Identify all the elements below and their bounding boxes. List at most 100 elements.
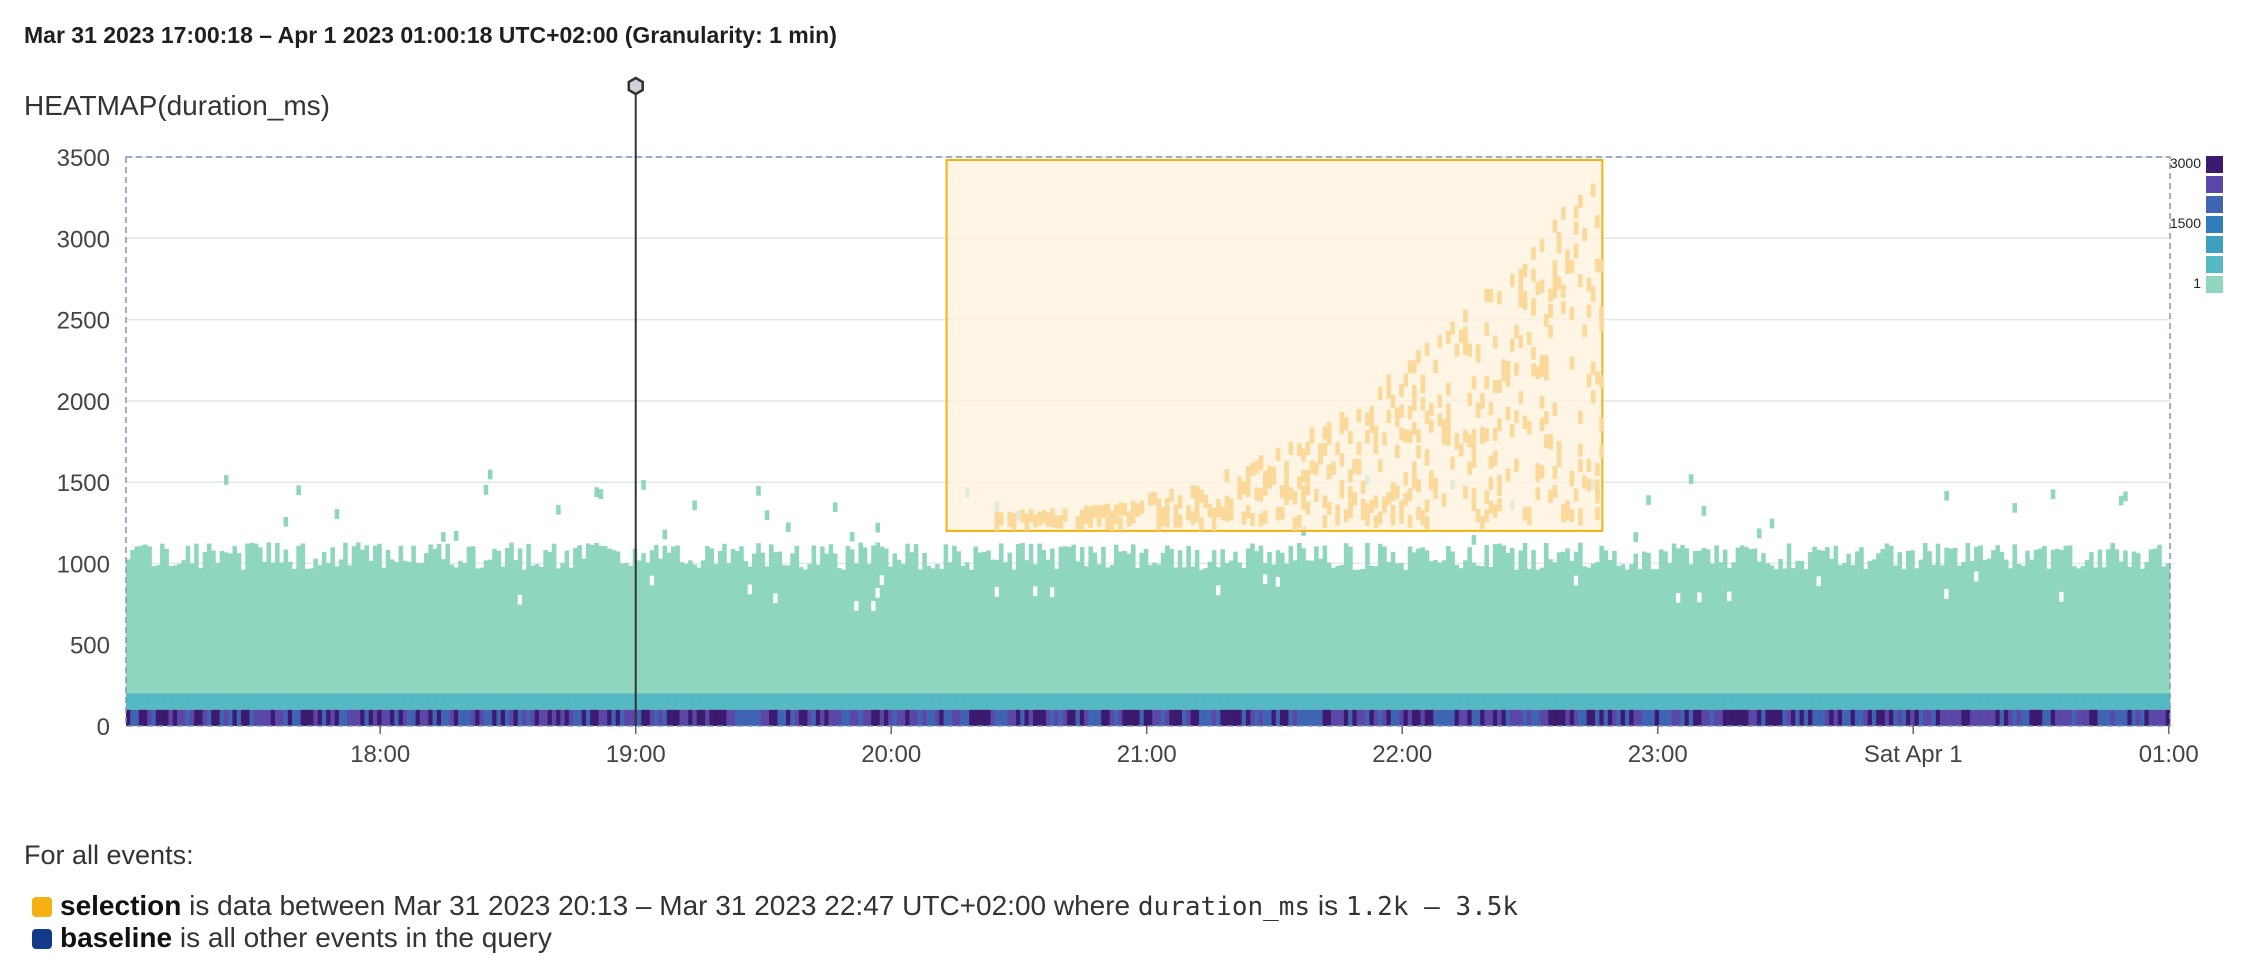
heatmap-cell (1280, 552, 1285, 694)
heatmap-cell (394, 709, 399, 726)
heatmap-cell (1050, 709, 1055, 726)
heatmap-cell (1710, 693, 1715, 710)
heatmap-cell (1318, 558, 1323, 694)
heatmap-cell (1224, 469, 1230, 483)
heatmap-cell (1867, 560, 1873, 694)
heatmap-cell (2050, 709, 2056, 726)
heatmap-cell (1237, 693, 1242, 710)
heatmap-cell (394, 562, 399, 694)
heatmap-cell (1556, 454, 1562, 468)
heatmap-cell (1573, 205, 1579, 219)
heatmap-cell (1011, 709, 1017, 726)
time-marker[interactable] (627, 76, 644, 726)
heatmap-cell (1837, 693, 1843, 710)
heatmap-cell (1271, 709, 1277, 726)
heatmap-cell (1561, 509, 1566, 523)
heatmap-cell (990, 709, 995, 726)
heatmap-cell (615, 709, 621, 726)
heatmap-cell (1595, 693, 1600, 710)
heatmap-cell (1991, 693, 1996, 710)
heatmap-cell (1561, 300, 1566, 314)
heatmap-cell (483, 709, 489, 726)
heatmap-cell (2050, 549, 2056, 694)
heatmap-cell (1565, 693, 1570, 710)
heatmap-cell (1667, 709, 1673, 726)
heatmap-cell (1697, 709, 1702, 726)
heatmap-cell (1241, 481, 1247, 495)
heatmap-cell (1071, 693, 1076, 710)
heatmap-cell (1314, 488, 1319, 502)
heatmap-cell (1003, 562, 1008, 694)
heatmap-cell (1522, 709, 1528, 726)
heatmap-cell (1842, 709, 1847, 726)
heatmap-cell (1173, 515, 1179, 529)
heatmap-cell (875, 542, 881, 694)
heatmap-cell (845, 709, 851, 726)
heatmap-cell (1416, 445, 1421, 459)
marker-handle-icon[interactable] (627, 76, 644, 96)
heatmap-cell (790, 553, 795, 694)
heatmap-cell (360, 549, 365, 694)
heatmap-cell (1399, 709, 1404, 726)
heatmap-cell (1731, 709, 1736, 726)
heatmap-cell (530, 709, 536, 726)
heatmap-cell (338, 559, 344, 694)
heatmap-cell (1399, 562, 1404, 694)
heatmap-cell (1616, 709, 1621, 726)
heatmap-cell (769, 693, 774, 710)
heatmap-cell (1820, 693, 1826, 710)
selection-layer[interactable] (945, 159, 1604, 532)
heatmap-cell (1326, 431, 1332, 445)
heatmap-cell (534, 709, 540, 726)
heatmap-cell (637, 693, 642, 710)
heatmap-cell (1437, 693, 1443, 710)
heatmap-cell (939, 693, 944, 710)
heatmap-cell (573, 693, 578, 710)
heatmap-cell (1467, 693, 1472, 710)
heatmap-cell (1450, 709, 1455, 726)
scale-swatch (2206, 176, 2223, 193)
heatmap-cell (1961, 693, 1966, 710)
heatmap-cell (883, 709, 889, 726)
heatmap-cell (1548, 303, 1553, 317)
heatmap-cell (1024, 560, 1030, 694)
heatmap-cell (1135, 503, 1140, 517)
heatmap-cell (321, 709, 327, 726)
heatmap-cell (2025, 709, 2030, 726)
heatmap-cell (168, 693, 174, 710)
heatmap-cell (866, 693, 872, 710)
heatmap-cell (1471, 454, 1477, 468)
heatmap-cell (2029, 709, 2035, 726)
heatmap-cell (1957, 693, 1962, 710)
heatmap-cell (1062, 693, 1068, 710)
heatmap-cell (466, 546, 472, 694)
heatmap-cell (641, 553, 646, 694)
heatmap-cell (1245, 709, 1251, 726)
heatmap-cell (1177, 495, 1183, 509)
heatmap-cell (1731, 562, 1736, 694)
heatmap-cell (462, 562, 467, 694)
heatmap-cell (1084, 709, 1089, 726)
heatmap-cell (1373, 515, 1379, 529)
heatmap-cell (1314, 546, 1319, 694)
heatmap-cell (1978, 545, 1983, 694)
heatmap-cell (1582, 475, 1587, 489)
heatmap-cell (1420, 547, 1426, 694)
heatmap-cell (1739, 709, 1745, 726)
heatmap-cell (164, 548, 169, 694)
heatmap-cell (2101, 567, 2107, 694)
heatmap-cell (2148, 549, 2154, 694)
heatmap-cell (2059, 693, 2064, 710)
heatmap-cell (402, 693, 408, 710)
heatmap-cell (1335, 565, 1340, 694)
heatmap-cell (164, 693, 169, 710)
heatmap-cell (2165, 563, 2171, 694)
heatmap-cell (270, 562, 276, 694)
heatmap-cell (1795, 709, 1800, 726)
baseline-swatch (32, 929, 52, 949)
heatmap-cell (1407, 709, 1413, 726)
heatmap-cell (977, 709, 983, 726)
heatmap-cell (679, 693, 685, 710)
heatmap-cell (1923, 542, 1928, 694)
